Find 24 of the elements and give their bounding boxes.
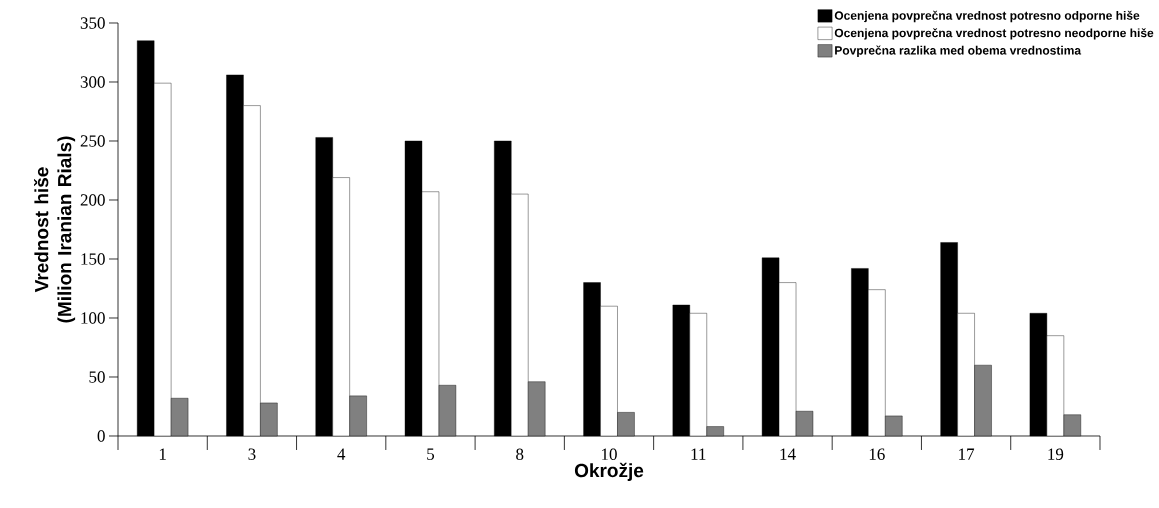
x-tick-label: 10 [601,448,617,460]
x-tick-label: 3 [248,448,256,460]
x-tick-label: 1 [159,448,166,460]
legend-label: Povprečna razlika med obema vrednostima [835,45,1082,58]
x-tick-label: 14 [780,448,796,460]
y-tick-label: 200 [80,194,105,206]
x-tick-label: 16 [869,448,885,460]
x-tick-label: 19 [1048,448,1064,460]
y-tick-label: 150 [81,253,105,265]
y-tick-label: 100 [81,312,105,324]
y-tick-label: 300 [80,76,105,88]
y-tick-label: 50 [89,371,105,383]
y-tick-label: 350 [80,17,105,29]
x-tick-label: 4 [337,448,346,460]
x-tick-label: 5 [427,448,435,460]
y-tick-label: 250 [80,135,105,147]
x-tick-label: 8 [516,448,524,460]
x-axis-title: Okrožje [574,462,644,481]
x-tick-label: 11 [691,448,706,460]
x-tick-label: 17 [959,448,975,460]
legend-label: Ocenjena povprečna vrednost potresno odporne hiše [834,10,1140,23]
y-tick-label: 0 [97,430,105,442]
y-axis-title: Vrednost hiše (Milion Iranian Rials) [33,136,76,323]
legend-label: Ocenjena povprečna vrednost potresno neodporne hiše [834,28,1154,40]
